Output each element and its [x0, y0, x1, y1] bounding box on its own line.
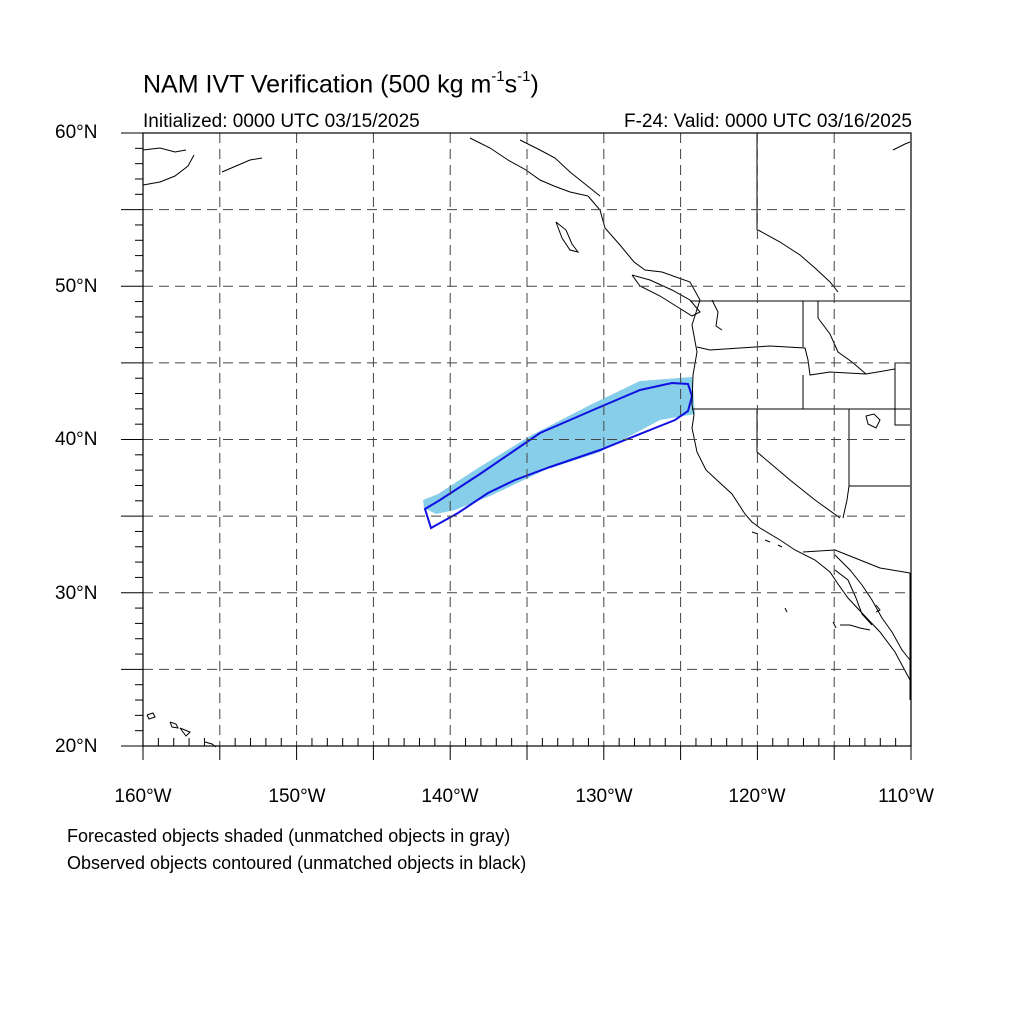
observed-ivt-contour [423, 381, 694, 530]
lat-label-30n: 30°N [55, 583, 98, 604]
lon-label-120w: 120°W [728, 786, 786, 807]
lon-label-160w: 160°W [114, 786, 172, 807]
valid-time-label: F-24: Valid: 0000 UTC 03/16/2025 [624, 111, 912, 132]
forecast-ivt-object [423, 377, 695, 514]
lat-lon-grid [143, 133, 911, 746]
lon-label-110w: 110°W [878, 786, 934, 807]
political-borders [690, 133, 911, 700]
lat-label-60n: 60°N [55, 122, 98, 143]
lat-label-20n: 20°N [55, 736, 98, 757]
footnote-forecast: Forecasted objects shaded (unmatched obj… [67, 826, 511, 846]
map-frame [142, 132, 912, 747]
lon-label-140w: 140°W [421, 786, 479, 807]
map-title: NAM IVT Verification (500 kg m-1s-1) [143, 68, 539, 99]
footnote-observed: Observed objects contoured (unmatched ob… [67, 853, 527, 873]
axis-ticks [121, 132, 912, 760]
lat-label-40n: 40°N [55, 429, 98, 450]
lon-label-130w: 130°W [575, 786, 633, 807]
lon-label-150w: 150°W [268, 786, 326, 807]
coastlines [142, 137, 911, 748]
lat-label-50n: 50°N [55, 276, 98, 297]
initialized-label: Initialized: 0000 UTC 03/15/2025 [143, 111, 420, 132]
